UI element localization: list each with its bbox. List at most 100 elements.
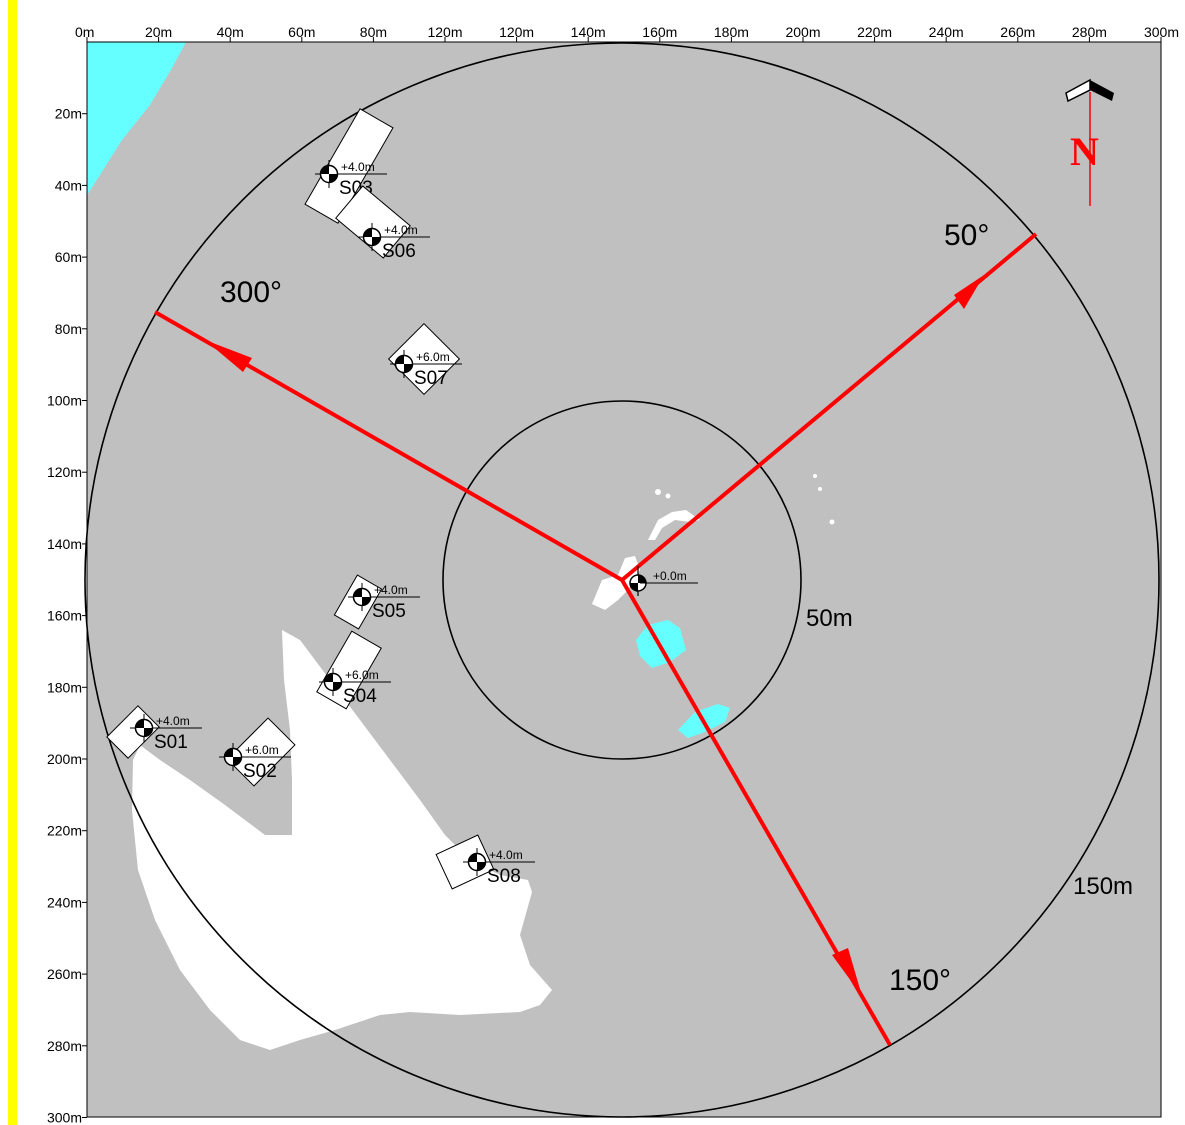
wind-arrow-150: [620, 579, 892, 1046]
station-symbol-quadrant: [320, 165, 329, 174]
x-tick-label: 140m: [571, 24, 606, 40]
building-structure-curve: [648, 510, 700, 540]
x-tick-label: 40m: [217, 24, 244, 40]
water-body-northwest: [87, 42, 186, 195]
y-axis: 20m 40m 60m 80m 100m 120m 140m 160m 180m 200m 220m…: [47, 106, 87, 1125]
open-ground-area: [132, 630, 552, 1050]
station-footprint: [387, 322, 461, 396]
y-tick-label: 300m: [47, 1110, 82, 1125]
y-tick-label: 40m: [55, 177, 82, 193]
y-tick-label: 140m: [47, 536, 82, 552]
station-s04: +6.0m S04: [316, 630, 391, 710]
station-symbol-quadrant: [468, 853, 477, 862]
station-symbol-quadrant: [395, 355, 404, 364]
station-elevation: +4.0m: [156, 714, 190, 728]
y-tick-label: 200m: [47, 751, 82, 767]
station-s05: +4.0m S05: [333, 574, 420, 630]
station-s06: +4.0m S06: [335, 185, 430, 262]
wind-direction-150-label: 150°: [889, 964, 951, 997]
y-tick-label: 60m: [55, 249, 82, 265]
station-s07: +6.0m S07: [387, 322, 462, 396]
y-tick-label: 180m: [47, 679, 82, 695]
y-tick-label: 240m: [47, 894, 82, 910]
marker-dot: [818, 487, 822, 491]
station-symbol-quadrant: [144, 728, 153, 737]
north-label: N: [1070, 129, 1099, 174]
station-name: S04: [343, 686, 377, 707]
y-tick-label: 220m: [47, 823, 82, 839]
x-tick-label: 60m: [288, 24, 315, 40]
x-tick-label: 120m: [499, 24, 534, 40]
wind-arrow-300: [154, 310, 623, 582]
x-tick-label: 80m: [360, 24, 387, 40]
station-elevation: +4.0m: [341, 160, 375, 174]
station-name: S02: [243, 761, 277, 782]
x-tick-label: 260m: [1000, 24, 1035, 40]
x-tick-label: 280m: [1072, 24, 1107, 40]
station-elevation: +4.0m: [489, 848, 523, 862]
ring-150m: [84, 42, 1160, 1118]
station-symbol-quadrant: [233, 757, 242, 766]
x-axis: 0m 20m 40m 60m 80m 120m 120m 140m 160m 180m 200m 22…: [75, 24, 1179, 42]
station-elevation: +4.0m: [374, 583, 408, 597]
y-tick-label: 120m: [47, 464, 82, 480]
x-tick-label: 20m: [145, 24, 172, 40]
x-tick-label: 0m: [75, 24, 94, 40]
station-footprint: [226, 717, 296, 787]
station-symbol-quadrant: [324, 673, 333, 682]
station-symbol-quadrant: [329, 174, 338, 183]
x-tick-label: 220m: [857, 24, 892, 40]
building-structure: [592, 556, 640, 610]
y-tick-label: 80m: [55, 321, 82, 337]
station-footprint: [304, 108, 394, 224]
station-symbol-quadrant: [135, 719, 144, 728]
y-tick-label: 280m: [47, 1038, 82, 1054]
station-elevation: +6.0m: [416, 350, 450, 364]
station-name: S05: [372, 601, 406, 622]
x-tick-label: 160m: [642, 24, 677, 40]
station-name: S06: [382, 241, 416, 262]
x-tick-label: 240m: [929, 24, 964, 40]
station-symbol-quadrant: [404, 364, 413, 373]
wind-direction-50-label: 50°: [944, 219, 989, 252]
station-footprint: [335, 185, 411, 259]
center-elevation: +0.0m: [653, 569, 687, 583]
station-elevation: +6.0m: [245, 743, 279, 757]
yellow-side-stripe: [8, 0, 17, 1125]
station-footprint: [106, 705, 160, 759]
y-tick-label: 20m: [55, 106, 82, 122]
station-name: S01: [154, 732, 188, 753]
ring-50m-label: 50m: [806, 605, 853, 632]
station-symbol-quadrant: [477, 862, 486, 871]
x-tick-label: 300m: [1144, 24, 1179, 40]
north-arrow: N: [1065, 78, 1114, 206]
marker-dot: [829, 519, 835, 525]
station-symbol-quadrant: [363, 228, 372, 237]
station-s02: +6.0m S02: [219, 717, 296, 787]
station-name: S07: [414, 368, 448, 389]
station-elevation: +4.0m: [384, 223, 418, 237]
station-symbol-quadrant: [353, 588, 362, 597]
ring-50m: [442, 400, 802, 760]
marker-dot: [665, 493, 671, 499]
y-tick-label: 260m: [47, 966, 82, 982]
x-tick-label: 120m: [427, 24, 462, 40]
station-s08: +4.0m S08: [435, 834, 535, 890]
y-tick-label: 100m: [47, 393, 82, 409]
marker-dot: [813, 474, 817, 478]
wind-direction-300-label: 300°: [220, 276, 282, 309]
station-elevation: +6.0m: [345, 668, 379, 682]
marker-dot: [655, 489, 661, 495]
station-symbol-quadrant: [362, 597, 371, 606]
ring-150m-label: 150m: [1073, 873, 1133, 900]
x-tick-label: 200m: [785, 24, 820, 40]
wind-arrow-50: [620, 232, 1038, 582]
station-name: S08: [487, 866, 521, 887]
station-s01: +4.0m S01: [106, 705, 202, 759]
center-station: +0.0m: [629, 566, 698, 596]
station-symbol-quadrant: [333, 682, 342, 691]
station-symbol-quadrant: [372, 237, 381, 246]
station-symbol-quadrant: [224, 748, 233, 757]
